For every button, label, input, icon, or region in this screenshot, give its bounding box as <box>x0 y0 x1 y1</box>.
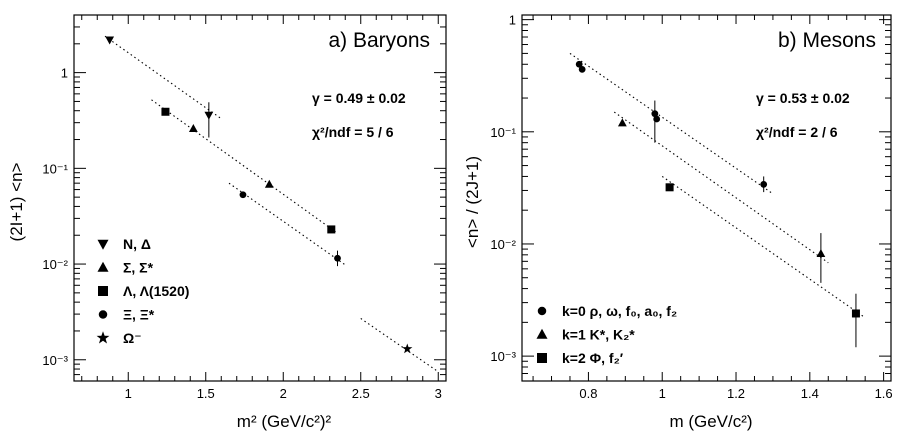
x-axis-label: m² (GeV/c²)² <box>237 412 332 431</box>
data-point <box>264 179 274 188</box>
panel-baryons: a) Baryons γ = 0.49 ± 0.02 χ²/ndf = 5 / … <box>7 14 447 431</box>
panel-title: a) Baryons <box>328 29 430 52</box>
legend-label: k=0 ρ, ω, f₀, a₀, f₂ <box>562 303 677 319</box>
y-axis-label: (2I+1) <n> <box>7 162 26 241</box>
x-tick-label: 2.5 <box>352 386 370 401</box>
legend-marker <box>98 310 108 319</box>
chi2-annotation: χ²/ndf = 2 / 6 <box>756 124 838 140</box>
data-point <box>105 36 115 45</box>
y-tick-label: 10⁻¹ <box>42 161 68 176</box>
legend-marker <box>537 306 547 316</box>
fit-line <box>613 111 829 264</box>
legend-label: Ω⁻ <box>123 330 142 346</box>
gamma-annotation: γ = 0.49 ± 0.02 <box>312 90 406 106</box>
fit-line <box>228 182 346 266</box>
panel-mesons: b) Mesons γ = 0.53 ± 0.02 χ²/ndf = 2 / 6… <box>463 13 893 431</box>
legend-label: Λ, Λ(1520) <box>123 283 189 299</box>
y-tick-label: 10⁻³ <box>490 349 516 364</box>
fit-line <box>360 318 439 373</box>
data-point <box>665 183 674 192</box>
legend-marker <box>97 239 109 250</box>
legend-label: k=2 Φ, f₂′ <box>562 350 624 366</box>
data-point <box>161 107 170 116</box>
legend-marker <box>97 261 109 272</box>
x-tick-label: 1.4 <box>801 386 819 401</box>
fit-line <box>661 175 866 319</box>
x-tick-label: 1.5 <box>197 386 215 401</box>
y-tick-label: 10⁻² <box>490 237 516 252</box>
data-point <box>651 110 659 118</box>
y-tick-label: 10⁻³ <box>42 353 68 368</box>
plot-frame <box>521 14 892 382</box>
data-point <box>653 115 661 123</box>
data-point <box>575 60 583 68</box>
x-tick-label: 1.6 <box>875 386 893 401</box>
y-tick-label: 10⁻² <box>42 257 68 272</box>
panel-title: b) Mesons <box>778 29 876 52</box>
data-point <box>760 180 768 188</box>
y-tick-label: 10⁻¹ <box>490 125 516 140</box>
x-axis-label: m (GeV/c²) <box>669 412 752 431</box>
data-point <box>204 111 214 120</box>
data-point <box>617 118 627 127</box>
gamma-annotation: γ = 0.53 ± 0.02 <box>756 90 850 106</box>
data-point <box>402 343 413 354</box>
x-tick-label: 0.8 <box>579 386 597 401</box>
data-point <box>239 191 247 199</box>
data-point <box>188 124 198 133</box>
fit-line <box>569 52 774 195</box>
fit-line <box>104 35 222 120</box>
x-tick-label: 2 <box>280 386 287 401</box>
data-point <box>816 249 826 258</box>
plot-frame <box>73 14 447 382</box>
data-point <box>327 225 336 234</box>
legend-marker <box>98 286 108 296</box>
legend-marker <box>536 328 548 339</box>
y-tick-label: 1 <box>509 13 516 28</box>
y-axis-label: <n> / (2J+1) <box>463 156 482 248</box>
data-point <box>334 254 341 262</box>
data-point <box>578 66 586 73</box>
legend-marker <box>537 353 547 363</box>
legend-label: Ξ, Ξ* <box>123 307 155 323</box>
y-tick-label: 1 <box>61 66 68 81</box>
data-point <box>851 309 860 318</box>
chi2-annotation: χ²/ndf = 5 / 6 <box>312 124 394 140</box>
legend-marker <box>96 331 110 344</box>
legend-label: k=1 K*, K₂* <box>562 327 635 343</box>
x-tick-label: 1 <box>659 386 666 401</box>
x-tick-label: 3 <box>435 386 442 401</box>
x-tick-label: 1.2 <box>727 386 745 401</box>
legend-label: Σ, Σ* <box>123 260 154 276</box>
fit-line <box>151 99 338 234</box>
legend-label: N, Δ <box>123 236 151 252</box>
x-tick-label: 1 <box>125 386 132 401</box>
